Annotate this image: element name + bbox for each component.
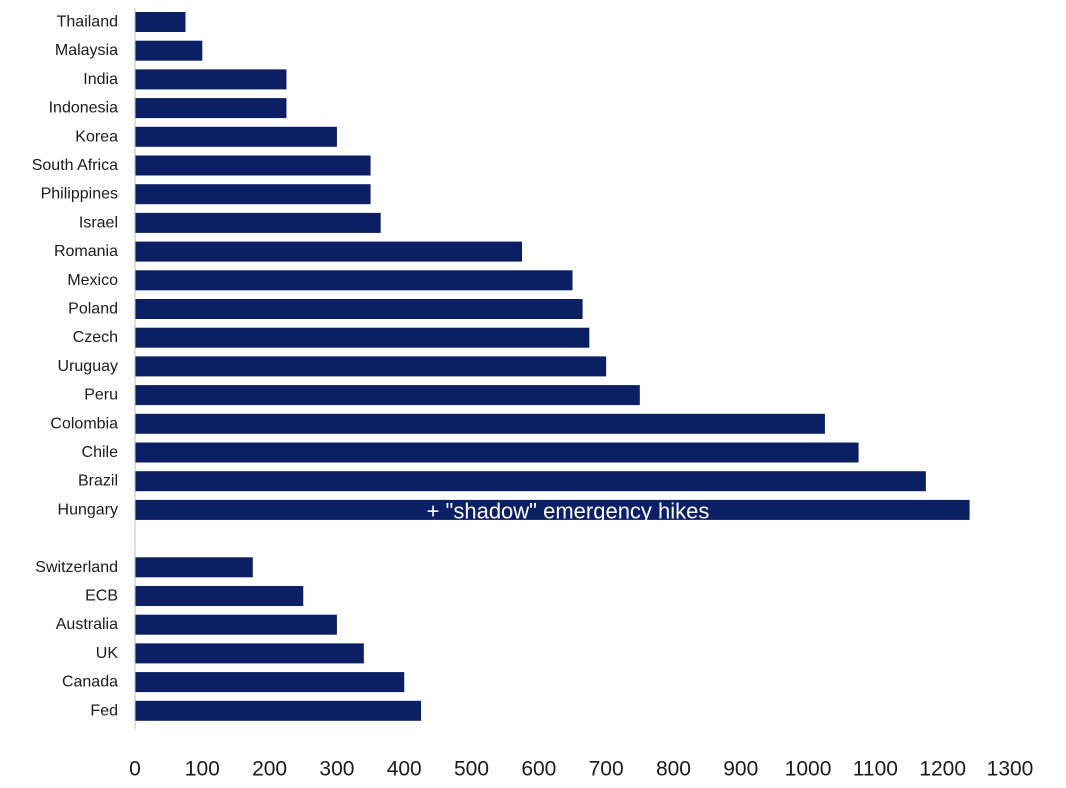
category-label: Romania xyxy=(54,243,118,260)
bar xyxy=(135,270,573,291)
category-label: Poland xyxy=(68,301,118,318)
category-label: India xyxy=(83,71,118,88)
category-label: Fed xyxy=(90,702,118,719)
bar xyxy=(135,385,640,406)
bar xyxy=(135,614,337,635)
category-label: Colombia xyxy=(50,415,118,432)
bar xyxy=(135,212,381,233)
category-label: Canada xyxy=(62,674,118,691)
category-label: ECB xyxy=(85,588,118,605)
bar xyxy=(135,471,926,492)
bar xyxy=(135,241,523,262)
x-tick-label: 1200 xyxy=(919,758,966,781)
bar xyxy=(135,69,287,90)
x-tick-label: 800 xyxy=(656,758,691,781)
category-label: Peru xyxy=(84,387,118,404)
annotation-label: + "shadow" emergency hikes xyxy=(427,498,710,523)
bar xyxy=(135,672,405,693)
category-label: Malaysia xyxy=(55,42,118,59)
bar xyxy=(135,413,825,434)
category-label: Hungary xyxy=(58,501,118,518)
category-label: Czech xyxy=(73,329,118,346)
bar xyxy=(135,356,607,377)
category-label: South Africa xyxy=(32,157,118,174)
bar xyxy=(135,586,304,606)
x-tick-label: 900 xyxy=(723,758,758,781)
category-label: Mexico xyxy=(67,272,118,289)
bar xyxy=(135,155,371,176)
category-label: Switzerland xyxy=(35,559,118,576)
category-label: Australia xyxy=(56,616,118,633)
category-labels: Thailand Malaysia India Indonesia Korea South… xyxy=(32,14,119,720)
category-label: Korea xyxy=(75,128,118,145)
category-label: Chile xyxy=(82,444,119,461)
x-tick-label: 500 xyxy=(454,758,489,781)
bar xyxy=(135,643,364,664)
bar xyxy=(135,40,203,61)
category-label: UK xyxy=(96,645,119,662)
x-tick-label: 600 xyxy=(521,758,556,781)
x-tick-label: 200 xyxy=(252,758,287,781)
x-tick-label: 1300 xyxy=(987,758,1034,781)
bar xyxy=(135,557,253,578)
x-tick-label: 300 xyxy=(319,758,354,781)
bar xyxy=(135,327,590,348)
x-tick-label: 400 xyxy=(387,758,422,781)
bar xyxy=(135,126,337,147)
bar xyxy=(135,184,371,205)
category-label: Philippines xyxy=(41,186,118,203)
category-label: Thailand xyxy=(57,14,118,31)
x-tick-label: 700 xyxy=(589,758,624,781)
bar xyxy=(135,499,970,520)
x-tick-label: 1000 xyxy=(785,758,832,781)
category-label: Uruguay xyxy=(58,358,118,375)
annotations: + "shadow" emergency hikes xyxy=(427,498,710,523)
x-tick-label: 1100 xyxy=(853,758,898,781)
category-label: Brazil xyxy=(78,473,118,490)
bar xyxy=(135,442,859,463)
x-tick-labels: 0 100 200 300 400 500 600 700 800 900 1000 1100 1200… xyxy=(129,758,1033,781)
bar xyxy=(135,98,287,119)
x-tick-label: 100 xyxy=(185,758,220,781)
category-label: Israel xyxy=(79,214,118,231)
bar xyxy=(135,299,583,319)
bar xyxy=(135,700,422,721)
category-label: Indonesia xyxy=(49,100,118,117)
bars-layer xyxy=(135,12,970,721)
bar xyxy=(135,12,186,32)
x-tick-label: 0 xyxy=(129,758,141,781)
